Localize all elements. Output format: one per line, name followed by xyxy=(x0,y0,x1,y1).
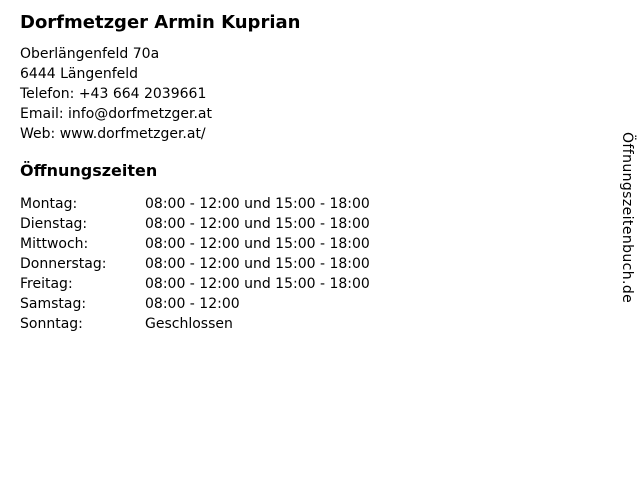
day-label: Dienstag: xyxy=(20,216,88,232)
address-street: Oberlängenfeld 70a xyxy=(20,46,160,62)
day-label: Samstag: xyxy=(20,296,87,312)
phone-label: Telefon: xyxy=(20,86,75,102)
table-row: Dienstag: 08:00 - 12:00 und 15:00 - 18:0… xyxy=(20,214,640,234)
time-value: 08:00 - 12:00 xyxy=(145,296,240,312)
day-label: Montag: xyxy=(20,196,78,212)
site-watermark: Öffnungszeitenbuch.de xyxy=(619,132,635,304)
time-value: 08:00 - 12:00 und 15:00 - 18:00 xyxy=(145,196,370,212)
page-content: Dorfmetzger Armin Kuprian Oberlängenfeld… xyxy=(20,12,640,334)
time-value: 08:00 - 12:00 und 15:00 - 18:00 xyxy=(145,236,370,252)
web-line: Web: www.dorfmetzger.at/ xyxy=(20,124,640,144)
email-line: Email: info@dorfmetzger.at xyxy=(20,104,640,124)
web-label: Web: xyxy=(20,126,56,142)
address-city: 6444 Längenfeld xyxy=(20,66,139,82)
table-row: Donnerstag: 08:00 - 12:00 und 15:00 - 18… xyxy=(20,254,640,274)
day-label: Donnerstag: xyxy=(20,256,107,272)
web-value: www.dorfmetzger.at/ xyxy=(59,126,206,142)
page-title: Dorfmetzger Armin Kuprian xyxy=(20,12,301,33)
table-row: Samstag: 08:00 - 12:00 xyxy=(20,294,640,314)
table-row: Sonntag: Geschlossen xyxy=(20,314,640,334)
time-value: 08:00 - 12:00 und 15:00 - 18:00 xyxy=(145,276,370,292)
contact-block: Oberlängenfeld 70a 6444 Längenfeld Telef… xyxy=(20,44,640,144)
table-row: Montag: 08:00 - 12:00 und 15:00 - 18:00 xyxy=(20,194,640,214)
email-value: info@dorfmetzger.at xyxy=(68,106,212,122)
phone-value: +43 664 2039661 xyxy=(78,86,207,102)
table-row: Mittwoch: 08:00 - 12:00 und 15:00 - 18:0… xyxy=(20,234,640,254)
table-row: Freitag: 08:00 - 12:00 und 15:00 - 18:00 xyxy=(20,274,640,294)
opening-hours-heading: Öffnungszeiten xyxy=(20,161,158,180)
email-label: Email: xyxy=(20,106,64,122)
day-label: Freitag: xyxy=(20,276,73,292)
time-value: 08:00 - 12:00 und 15:00 - 18:00 xyxy=(145,216,370,232)
day-label: Sonntag: xyxy=(20,316,83,332)
day-label: Mittwoch: xyxy=(20,236,89,252)
time-value: Geschlossen xyxy=(145,316,233,332)
time-value: 08:00 - 12:00 und 15:00 - 18:00 xyxy=(145,256,370,272)
opening-hours-table: Montag: 08:00 - 12:00 und 15:00 - 18:00 … xyxy=(20,194,640,334)
phone-line: Telefon: +43 664 2039661 xyxy=(20,84,640,104)
